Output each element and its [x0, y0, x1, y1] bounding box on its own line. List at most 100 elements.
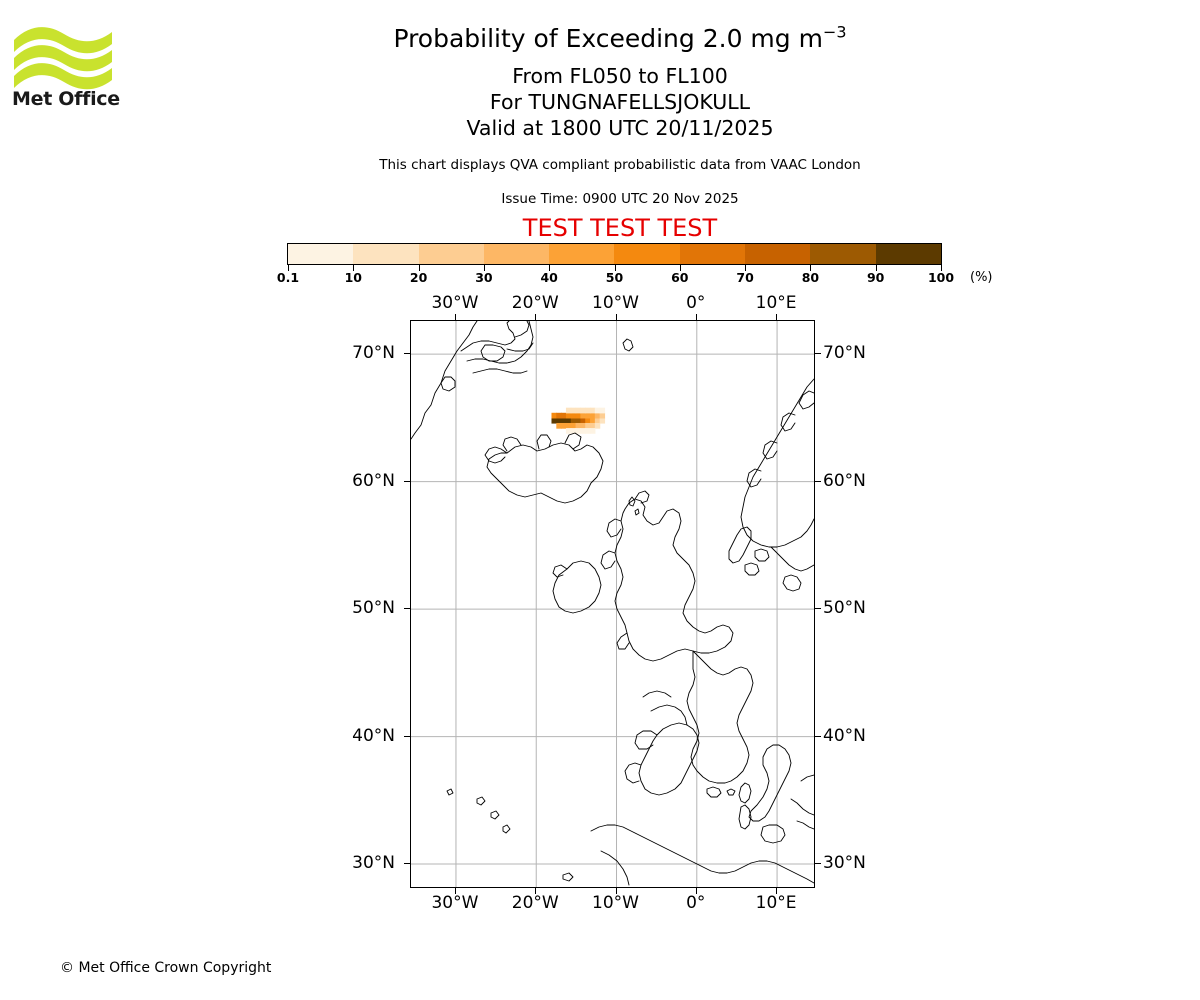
- colorbar-gradient: [287, 243, 942, 265]
- lon-label-bottom-0: 30°W: [431, 893, 479, 913]
- lat-tick-right-1: [815, 480, 821, 482]
- colorbar-tick-1: [353, 265, 355, 271]
- colorbar-tick-label-90: 90: [866, 270, 885, 285]
- colorbar-tick-label-30: 30: [475, 270, 493, 285]
- lon-label-bottom-3: 0°: [686, 893, 706, 913]
- lon-tick-bottom-4: [776, 888, 778, 894]
- qva-compliance-note: This chart displays QVA compliant probab…: [379, 157, 861, 173]
- lat-label-right-2: 50°N: [823, 598, 866, 619]
- plume-cell: [590, 407, 596, 414]
- lon-tick-top-4: [776, 314, 778, 320]
- lat-label-left-1: 60°N: [352, 470, 395, 491]
- lon-label-bottom-4: 10°E: [755, 893, 797, 913]
- colorbar-segment-3: [483, 244, 550, 264]
- colorbar-segment-1: [353, 244, 419, 264]
- lat-tick-left-3: [404, 735, 410, 737]
- lat-label-right-1: 60°N: [823, 470, 866, 491]
- lon-label-top-0: 30°W: [431, 293, 479, 313]
- plume-cell: [585, 407, 591, 414]
- plume-cell: [594, 422, 601, 429]
- lat-label-left-3: 40°N: [352, 725, 395, 746]
- lat-tick-left-2: [404, 608, 410, 610]
- colorbar-tick-9: [875, 265, 877, 271]
- plume-cell: [590, 417, 596, 424]
- plume-cell: [590, 422, 596, 429]
- colorbar-tick-label-40: 40: [540, 270, 558, 285]
- lon-tick-bottom-3: [695, 888, 697, 894]
- plume-cell: [599, 407, 606, 414]
- met-office-logo: [12, 22, 132, 117]
- lat-tick-left-1: [404, 480, 410, 482]
- plume-cell: [575, 417, 581, 424]
- plume-cell: [580, 407, 586, 414]
- lon-label-bottom-1: 20°W: [511, 893, 559, 913]
- colorbar-tick-label-70: 70: [736, 270, 754, 285]
- colorbar-tick-2: [418, 265, 420, 271]
- plume-cell: [590, 412, 596, 419]
- lon-tick-bottom-0: [454, 888, 456, 894]
- plume-cell: [585, 417, 591, 424]
- lon-label-top-4: 10°E: [755, 293, 797, 313]
- lat-tick-right-0: [815, 353, 821, 355]
- map-coastlines: [411, 321, 814, 886]
- lat-tick-left-4: [404, 863, 410, 865]
- colorbar-tick-label-50: 50: [605, 270, 624, 285]
- map-plot-area[interactable]: [410, 320, 815, 888]
- colorbar-tick-labels: 0.1 10 20 30 40 50 60 70 80 90 100: [277, 270, 954, 286]
- plume-cell: [575, 412, 581, 419]
- plume-cell: [561, 417, 567, 424]
- plume-cell: [594, 417, 601, 424]
- plume-cell: [570, 428, 577, 434]
- plume-cell: [565, 412, 572, 419]
- plume-cell: [585, 412, 591, 419]
- plume-cell: [580, 417, 586, 424]
- lon-label-top-2: 10°W: [592, 293, 639, 313]
- lat-tick-right-4: [815, 863, 821, 865]
- plume-cell: [570, 407, 577, 414]
- plume-cell: [580, 422, 586, 429]
- subtitle-valid-time: Valid at 1800 UTC 20/11/2025: [466, 116, 774, 140]
- plume-cell: [575, 422, 581, 429]
- lon-label-top-3: 0°: [686, 293, 706, 313]
- colorbar-segment-4: [549, 244, 615, 264]
- colorbar-tick-0: [288, 265, 289, 271]
- colorbar-segment-6: [679, 244, 746, 264]
- lon-tick-top-1: [535, 314, 537, 320]
- lat-label-left-0: 70°N: [352, 343, 395, 364]
- colorbar-tick-3: [483, 265, 485, 271]
- page-title-exponent: −3: [822, 22, 847, 42]
- colorbar-tick-label-20: 20: [409, 270, 428, 285]
- plume-cell: [590, 428, 596, 434]
- lat-label-left-4: 30°N: [352, 853, 395, 874]
- colorbar-unit-label: (%): [970, 270, 993, 285]
- colorbar-tick-label-80: 80: [801, 270, 820, 285]
- colorbar-segment-0: [288, 244, 354, 264]
- lon-tick-top-0: [454, 314, 456, 320]
- lon-tick-bottom-2: [615, 888, 617, 894]
- lat-label-left-2: 50°N: [352, 598, 395, 619]
- colorbar-tick-6: [679, 265, 681, 271]
- plume-cell: [594, 412, 601, 419]
- map-gridlines: [411, 321, 814, 887]
- plume-cell: [561, 422, 567, 429]
- plume-cell: [565, 422, 572, 429]
- plume-cell: [575, 428, 581, 434]
- plume-cell: [556, 412, 562, 419]
- colorbar-segment-9: [875, 244, 941, 264]
- subtitle-flight-levels: From FL050 to FL100: [512, 64, 728, 88]
- colorbar-tickmarks: [287, 265, 942, 271]
- plume-cell: [580, 412, 586, 419]
- colorbar-tick-7: [745, 265, 747, 271]
- plume-cell: [599, 417, 606, 424]
- colorbar-tick-5: [614, 265, 616, 271]
- colorbar-tick-8: [810, 265, 812, 271]
- colorbar-tick-label-10: 10: [344, 270, 362, 285]
- test-banner: TEST TEST TEST: [522, 214, 718, 242]
- plume-cell: [565, 417, 572, 424]
- logo-waves: [14, 27, 112, 90]
- plume-cell: [561, 412, 567, 419]
- plume-cell: [565, 407, 572, 414]
- page-title: Probability of Exceeding 2.0 mg m−3: [240, 24, 1000, 54]
- plume-cell: [556, 417, 562, 424]
- lat-tick-left-0: [404, 353, 410, 355]
